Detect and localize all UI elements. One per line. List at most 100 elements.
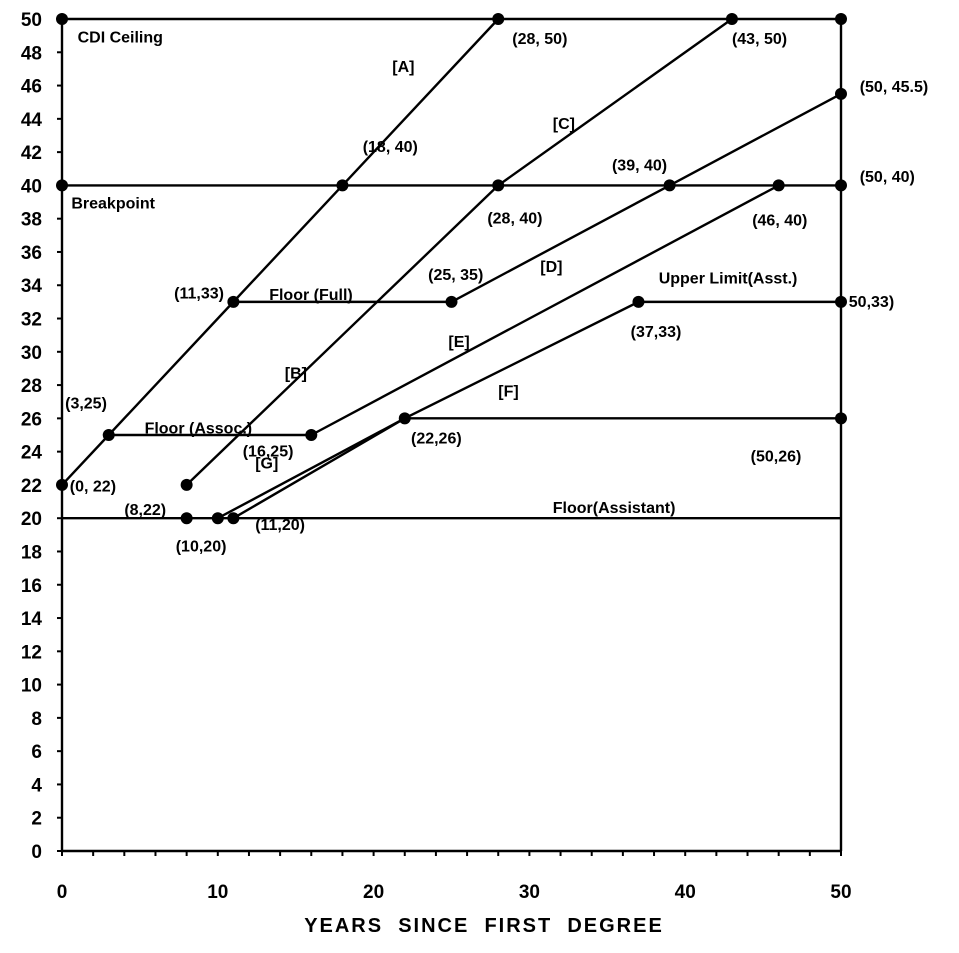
data-point xyxy=(632,295,645,308)
data-point xyxy=(227,512,240,525)
y-tick-label: 16 xyxy=(21,576,42,597)
annotation-label: Floor (Assoc.) xyxy=(145,420,253,437)
data-point xyxy=(663,179,676,192)
series-line xyxy=(61,18,500,486)
y-tick-label: 4 xyxy=(31,775,42,796)
data-point xyxy=(725,13,738,25)
y-tick-label: 8 xyxy=(31,709,42,730)
data-point xyxy=(835,295,847,308)
annotation-label: [E] xyxy=(448,334,469,351)
annotation-label: [B] xyxy=(285,365,307,382)
y-tick-label: 50 xyxy=(21,10,42,31)
y-tick-label: 14 xyxy=(21,609,43,630)
y-tick-label: 26 xyxy=(21,409,42,430)
annotation-labels: CDI Ceiling Breakpoint Floor (Full) Floor (… xyxy=(65,29,928,555)
annotation-label: (18, 40) xyxy=(363,139,418,156)
annotation-label: (16,25) xyxy=(243,444,294,461)
y-tick-label: 22 xyxy=(21,476,42,497)
y-tick-label: 42 xyxy=(21,143,42,164)
x-tick-label: 10 xyxy=(207,882,228,903)
y-tick-label: 44 xyxy=(21,110,43,131)
data-point xyxy=(102,429,115,441)
annotation-label: (50, 40) xyxy=(860,169,915,186)
annotation-label: [G] xyxy=(255,455,278,472)
data-points xyxy=(56,13,847,525)
annotation-label: (11,33) xyxy=(174,286,224,303)
annotation-label: [F] xyxy=(498,384,518,401)
x-axis-title: YEARS SINCE FIRST DEGREE xyxy=(304,915,664,937)
data-point xyxy=(835,412,847,425)
annotation-label: (25, 35) xyxy=(428,267,483,284)
data-point xyxy=(227,295,240,308)
x-tick-label: 40 xyxy=(675,882,696,903)
data-point xyxy=(211,512,224,525)
chart-axes: 0246810121416182022242628303234363840424… xyxy=(21,10,852,903)
data-point xyxy=(445,295,458,308)
y-tick-label: 30 xyxy=(21,343,42,364)
annotation-label: (46, 40) xyxy=(752,212,807,229)
data-point xyxy=(336,179,349,192)
annotation-label: (22,26) xyxy=(411,430,462,447)
annotation-label: (10,20) xyxy=(176,538,227,555)
data-point xyxy=(305,429,318,441)
data-point xyxy=(835,87,847,100)
y-tick-label: 48 xyxy=(21,43,42,64)
x-tick-label: 30 xyxy=(519,882,540,903)
y-tick-label: 10 xyxy=(21,676,42,697)
y-tick-label: 6 xyxy=(31,742,42,763)
data-point xyxy=(56,13,68,25)
y-tick-label: 24 xyxy=(21,443,43,464)
annotation-label: CDI Ceiling xyxy=(78,29,163,46)
data-point xyxy=(492,13,505,25)
data-point xyxy=(835,13,847,25)
annotation-label: 50,33) xyxy=(849,294,894,311)
data-point xyxy=(835,179,847,192)
y-tick-label: 36 xyxy=(21,243,42,264)
y-tick-label: 0 xyxy=(31,842,42,863)
annotation-label: (11,20) xyxy=(255,517,305,534)
annotation-label: (39, 40) xyxy=(612,157,667,174)
series-line xyxy=(497,18,733,187)
annotation-label: (28, 50) xyxy=(512,31,567,48)
y-tick-label: 12 xyxy=(21,642,42,663)
y-tick-label: 18 xyxy=(21,542,42,563)
annotation-label: (50,26) xyxy=(751,449,802,466)
series-line xyxy=(232,300,639,520)
x-tick-label: 20 xyxy=(363,882,384,903)
y-tick-label: 38 xyxy=(21,210,42,231)
x-tick-label: 0 xyxy=(57,882,68,903)
annotation-label: (8,22) xyxy=(124,502,166,519)
x-tick-label: 50 xyxy=(830,882,851,903)
data-point xyxy=(180,512,193,525)
annotation-label: (50, 45.5) xyxy=(860,79,928,96)
data-point xyxy=(398,412,411,425)
data-point xyxy=(56,478,68,491)
annotation-label: (28, 40) xyxy=(487,211,542,228)
annotation-label: [A] xyxy=(392,59,414,76)
data-point xyxy=(56,179,68,192)
data-point xyxy=(492,179,505,192)
annotation-label: (0, 22) xyxy=(70,479,116,496)
data-point xyxy=(180,478,193,491)
annotation-label: (43, 50) xyxy=(732,31,787,48)
series-line xyxy=(185,184,500,486)
y-tick-label: 46 xyxy=(21,77,42,98)
annotation-label: Upper Limit(Asst.) xyxy=(659,271,798,288)
y-tick-label: 32 xyxy=(21,310,42,331)
y-tick-label: 2 xyxy=(31,809,42,830)
annotation-label: Breakpoint xyxy=(71,196,155,213)
y-tick-label: 40 xyxy=(21,176,42,197)
y-tick-label: 34 xyxy=(21,276,43,297)
series-line xyxy=(310,184,780,437)
data-point xyxy=(772,179,785,192)
annotation-label: [C] xyxy=(553,116,575,133)
annotation-label: [D] xyxy=(540,259,562,276)
y-tick-label: 20 xyxy=(21,509,42,530)
annotation-label: Floor(Assistant) xyxy=(553,500,676,517)
annotation-label: Floor (Full) xyxy=(269,287,353,304)
y-tick-label: 28 xyxy=(21,376,42,397)
annotation-label: (37,33) xyxy=(631,324,682,341)
annotation-label: (3,25) xyxy=(65,395,107,412)
series-line xyxy=(217,417,406,520)
